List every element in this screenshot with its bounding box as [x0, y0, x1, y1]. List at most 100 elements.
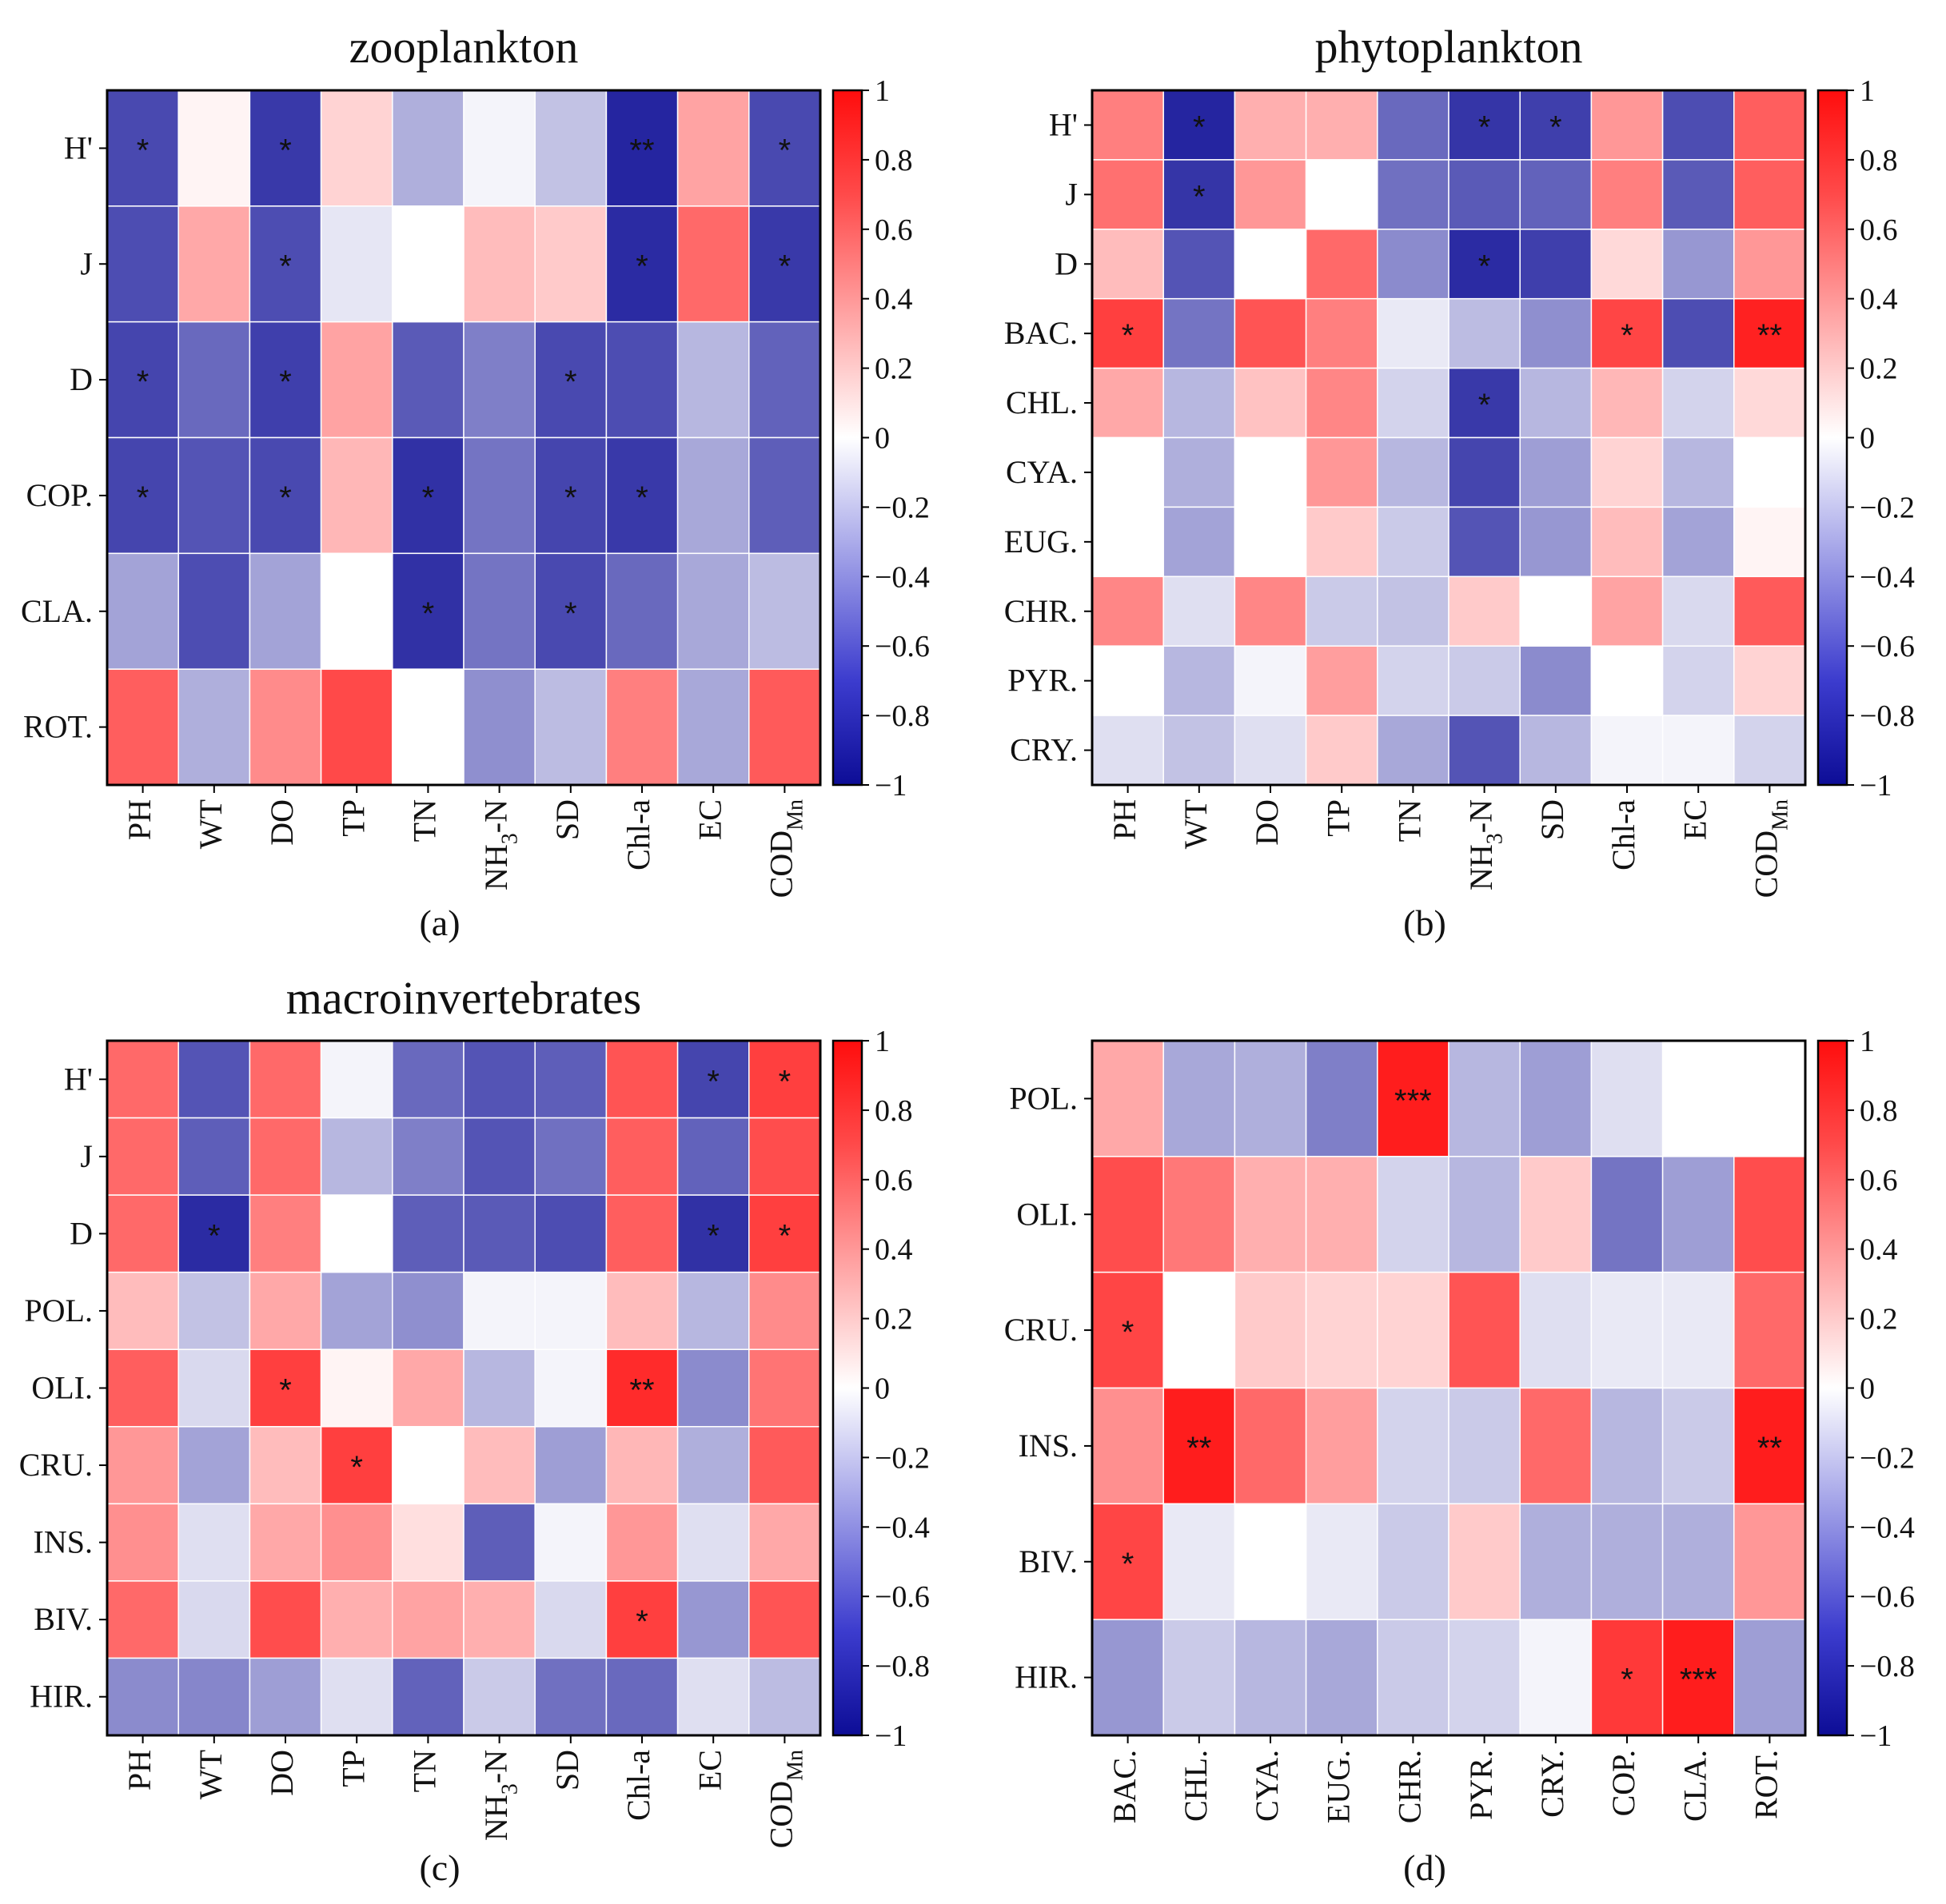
heatmap-cell	[392, 1580, 465, 1659]
heatmap-cell	[1733, 1387, 1806, 1505]
heatmap-cell	[1661, 645, 1735, 716]
y-tick-label: H'	[64, 129, 93, 165]
significance-marker: *	[1122, 318, 1135, 353]
heatmap-cell	[1234, 229, 1307, 300]
heatmap-cell	[1519, 436, 1593, 508]
significance-marker: *	[208, 1218, 221, 1253]
heatmap-cell	[1519, 1271, 1593, 1389]
heatmap-cell	[1448, 1387, 1521, 1505]
significance-marker: *	[279, 480, 292, 516]
heatmap-cell	[1519, 715, 1593, 786]
heatmap-cell	[1377, 1619, 1450, 1736]
heatmap-cell	[177, 1348, 251, 1428]
heatmap-cell	[676, 1348, 750, 1428]
colorbar-tick-label: 0.6	[875, 213, 913, 247]
heatmap-cell	[1162, 1387, 1236, 1505]
heatmap-cell	[1377, 159, 1450, 230]
heatmap-cell	[249, 1348, 322, 1428]
heatmap-cell	[1377, 367, 1450, 439]
significance-marker: *	[137, 480, 150, 516]
heatmap-cell	[676, 668, 750, 786]
heatmap-cell	[1305, 297, 1378, 369]
heatmap-cell	[249, 1040, 322, 1119]
heatmap-cell	[1661, 367, 1735, 439]
heatmap-cell	[1234, 1156, 1307, 1273]
heatmap-cell	[1234, 90, 1307, 161]
heatmap-cell	[605, 1580, 679, 1659]
heatmap-panel-3: macroinvertebrates* ** * ** ****H'JDPOL.OLI.…	[19, 972, 930, 1888]
x-tick-label: EC	[692, 1750, 728, 1790]
significance-marker: *	[350, 1450, 363, 1485]
heatmap-cell	[463, 1271, 536, 1350]
heatmap-cell	[534, 668, 608, 786]
heatmap-cell	[392, 90, 465, 207]
panel-label: (b)	[1403, 902, 1446, 943]
significance-marker: ***	[1394, 1083, 1432, 1118]
heatmap-cell	[1590, 1271, 1664, 1389]
colorbar	[1816, 89, 1848, 787]
heatmap-cell	[1234, 715, 1307, 786]
heatmap-cell	[1305, 1156, 1378, 1273]
x-tick-label: CLA.	[1677, 1750, 1713, 1822]
heatmap-cell	[392, 1040, 465, 1119]
heatmap-cell	[1590, 1156, 1664, 1273]
x-tick-label: SD	[549, 799, 585, 840]
heatmap-cell	[1305, 159, 1378, 230]
heatmap-cell	[1091, 506, 1164, 578]
x-tick-label: Chl-a	[620, 1750, 656, 1821]
x-tick-label: TN	[407, 1750, 443, 1792]
colorbar-tick-label: −0.6	[875, 1580, 930, 1614]
heatmap-cell	[605, 1657, 679, 1736]
heatmap-cell	[1590, 1503, 1664, 1620]
heatmap-cell	[1661, 1503, 1735, 1620]
colorbar-tick-label: 0	[875, 422, 890, 456]
heatmap-cell	[748, 1194, 821, 1273]
heatmap-cell	[320, 1580, 393, 1659]
heatmap-cell	[249, 1194, 322, 1273]
significance-marker: *	[1478, 249, 1491, 284]
heatmap-cell	[1162, 715, 1236, 786]
x-tick-label: TN	[1392, 799, 1428, 842]
heatmap-cell	[463, 205, 536, 323]
heatmap-cell	[534, 1348, 608, 1428]
x-tick-label: SD	[1534, 799, 1570, 840]
heatmap-cell	[320, 1271, 393, 1350]
heatmap-cell	[1234, 1503, 1307, 1620]
heatmap-cell	[1448, 715, 1521, 786]
heatmap-cell	[605, 321, 679, 439]
heatmap-cell	[748, 321, 821, 439]
heatmap-cell	[1234, 645, 1307, 716]
significance-marker: *	[636, 480, 648, 516]
heatmap-cell	[1234, 1271, 1307, 1389]
heatmap-cell	[106, 1348, 179, 1428]
y-tick-label: BAC.	[1004, 315, 1078, 351]
colorbar-tick-label: −0.2	[875, 1441, 930, 1475]
colorbar-tick-label: 0.2	[875, 1303, 913, 1336]
heatmap-cell	[1305, 1387, 1378, 1505]
x-tick-label: TP	[335, 1750, 371, 1787]
heatmap-cell	[463, 1348, 536, 1428]
colorbar-tick-label: −0.8	[875, 1650, 930, 1683]
y-tick-label: CRU.	[1004, 1312, 1078, 1348]
heatmap-cell	[1519, 1156, 1593, 1273]
significance-marker: *	[707, 1064, 720, 1099]
heatmap-cell	[1234, 1040, 1307, 1157]
significance-marker: *	[422, 596, 435, 631]
heatmap-cell	[392, 1348, 465, 1428]
heatmap-cell	[1519, 367, 1593, 439]
heatmap-cell	[320, 205, 393, 323]
heatmap-cell	[1305, 436, 1378, 508]
heatmap-cell	[1733, 90, 1806, 161]
heatmap-cell	[1448, 506, 1521, 578]
y-tick-label: CRU.	[19, 1447, 93, 1483]
heatmap-frame	[1091, 1039, 1807, 1737]
heatmap-cell	[1305, 715, 1378, 786]
heatmap-cell	[748, 436, 821, 555]
heatmap-cell	[605, 1271, 679, 1350]
heatmap-cell	[1448, 1619, 1521, 1736]
heatmap-panel-4: ****** **** ***POL.OLI.CRU.INS.BIV.HIR.BAC…	[1004, 1025, 1915, 1888]
x-tick-label: DO	[1249, 799, 1285, 846]
colorbar-tick-label: 1	[1860, 74, 1875, 108]
heatmap-cell	[106, 1194, 179, 1273]
x-tick-label: DO	[264, 1750, 300, 1796]
